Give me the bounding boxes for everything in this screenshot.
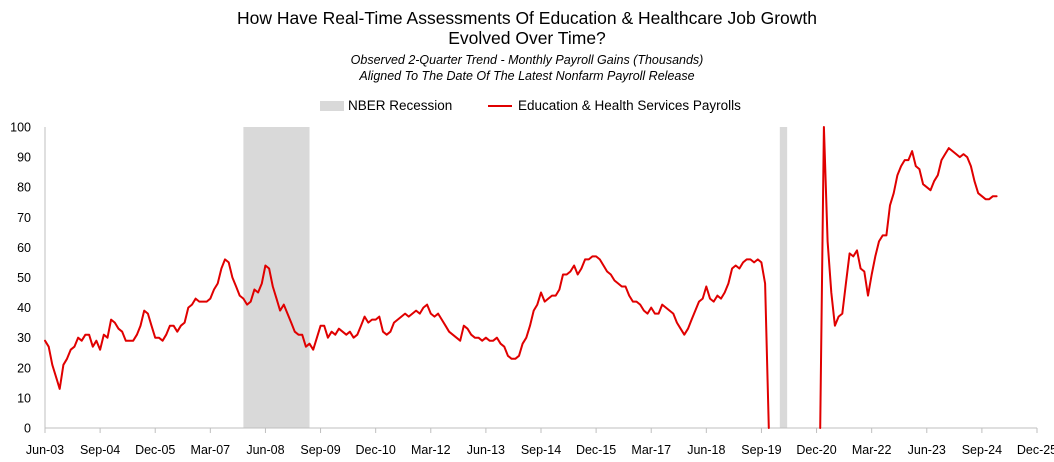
x-tick-label: Dec-05 (135, 443, 175, 457)
chart-subtitle-line-2: Aligned To The Date Of The Latest Nonfar… (359, 69, 695, 83)
recession-bands (243, 127, 788, 428)
series-lines (44, 126, 998, 429)
y-tick-label: 30 (17, 331, 31, 345)
chart-subtitle-line-1: Observed 2-Quarter Trend - Monthly Payro… (350, 53, 704, 67)
x-tick-label: Jun-08 (246, 443, 284, 457)
chart-title: How Have Real-Time Assessments Of Educat… (0, 8, 1054, 48)
legend-label-recession: NBER Recession (348, 98, 453, 113)
x-tick-label: Dec-20 (796, 443, 836, 457)
legend-swatch-payrolls (488, 105, 512, 107)
x-tick-label: Mar-17 (631, 443, 671, 457)
x-tick-label: Mar-07 (191, 443, 231, 457)
chart-legend: NBER Recession Education & Health Servic… (0, 97, 1054, 115)
recession-band-2 (779, 127, 788, 428)
y-tick-label: 20 (17, 361, 31, 375)
x-tick-label: Sep-19 (741, 443, 781, 457)
y-tick-label: 50 (17, 271, 31, 285)
x-tick-label: Sep-04 (80, 443, 120, 457)
x-tick-label: Dec-25 (1017, 443, 1054, 457)
x-tick-label: Mar-12 (411, 443, 451, 457)
y-tick-label: 90 (17, 151, 31, 165)
legend-item-recession: NBER Recession (320, 97, 452, 115)
chart-axes (44, 127, 1038, 433)
y-tick-label: 100 (10, 121, 31, 135)
legend-item-payrolls: Education & Health Services Payrolls (488, 97, 741, 115)
x-tick-label: Jun-03 (26, 443, 64, 457)
x-tick-label: Jun-13 (467, 443, 505, 457)
y-tick-label: 60 (17, 241, 31, 255)
x-tick-label: Dec-15 (576, 443, 616, 457)
chart-subtitle: Observed 2-Quarter Trend - Monthly Payro… (0, 52, 1054, 84)
legend-label-payrolls: Education & Health Services Payrolls (518, 98, 741, 113)
x-tick-label: Sep-14 (521, 443, 561, 457)
x-tick-label: Jun-18 (687, 443, 725, 457)
y-tick-label: 80 (17, 181, 31, 195)
x-tick-label: Sep-24 (962, 443, 1002, 457)
tick-labels: 0 10 20 30 40 50 60 70 80 90 100 Jun-03 Sep-04 Dec-05… (10, 121, 1054, 458)
x-tick-label: Sep-09 (300, 443, 340, 457)
y-tick-label: 0 (24, 422, 31, 436)
y-tick-label: 10 (17, 391, 31, 405)
series-line-1 (44, 126, 998, 429)
x-tick-label: Jun-23 (908, 443, 946, 457)
y-tick-label: 70 (17, 211, 31, 225)
recession-band-1 (243, 127, 310, 428)
chart-title-line-2: Evolved Over Time? (448, 28, 606, 48)
chart-title-line-1: How Have Real-Time Assessments Of Educat… (236, 8, 817, 28)
y-tick-label: 40 (17, 301, 31, 315)
x-tick-label: Mar-22 (852, 443, 892, 457)
x-tick-label: Dec-10 (356, 443, 396, 457)
legend-swatch-recession (320, 101, 344, 111)
